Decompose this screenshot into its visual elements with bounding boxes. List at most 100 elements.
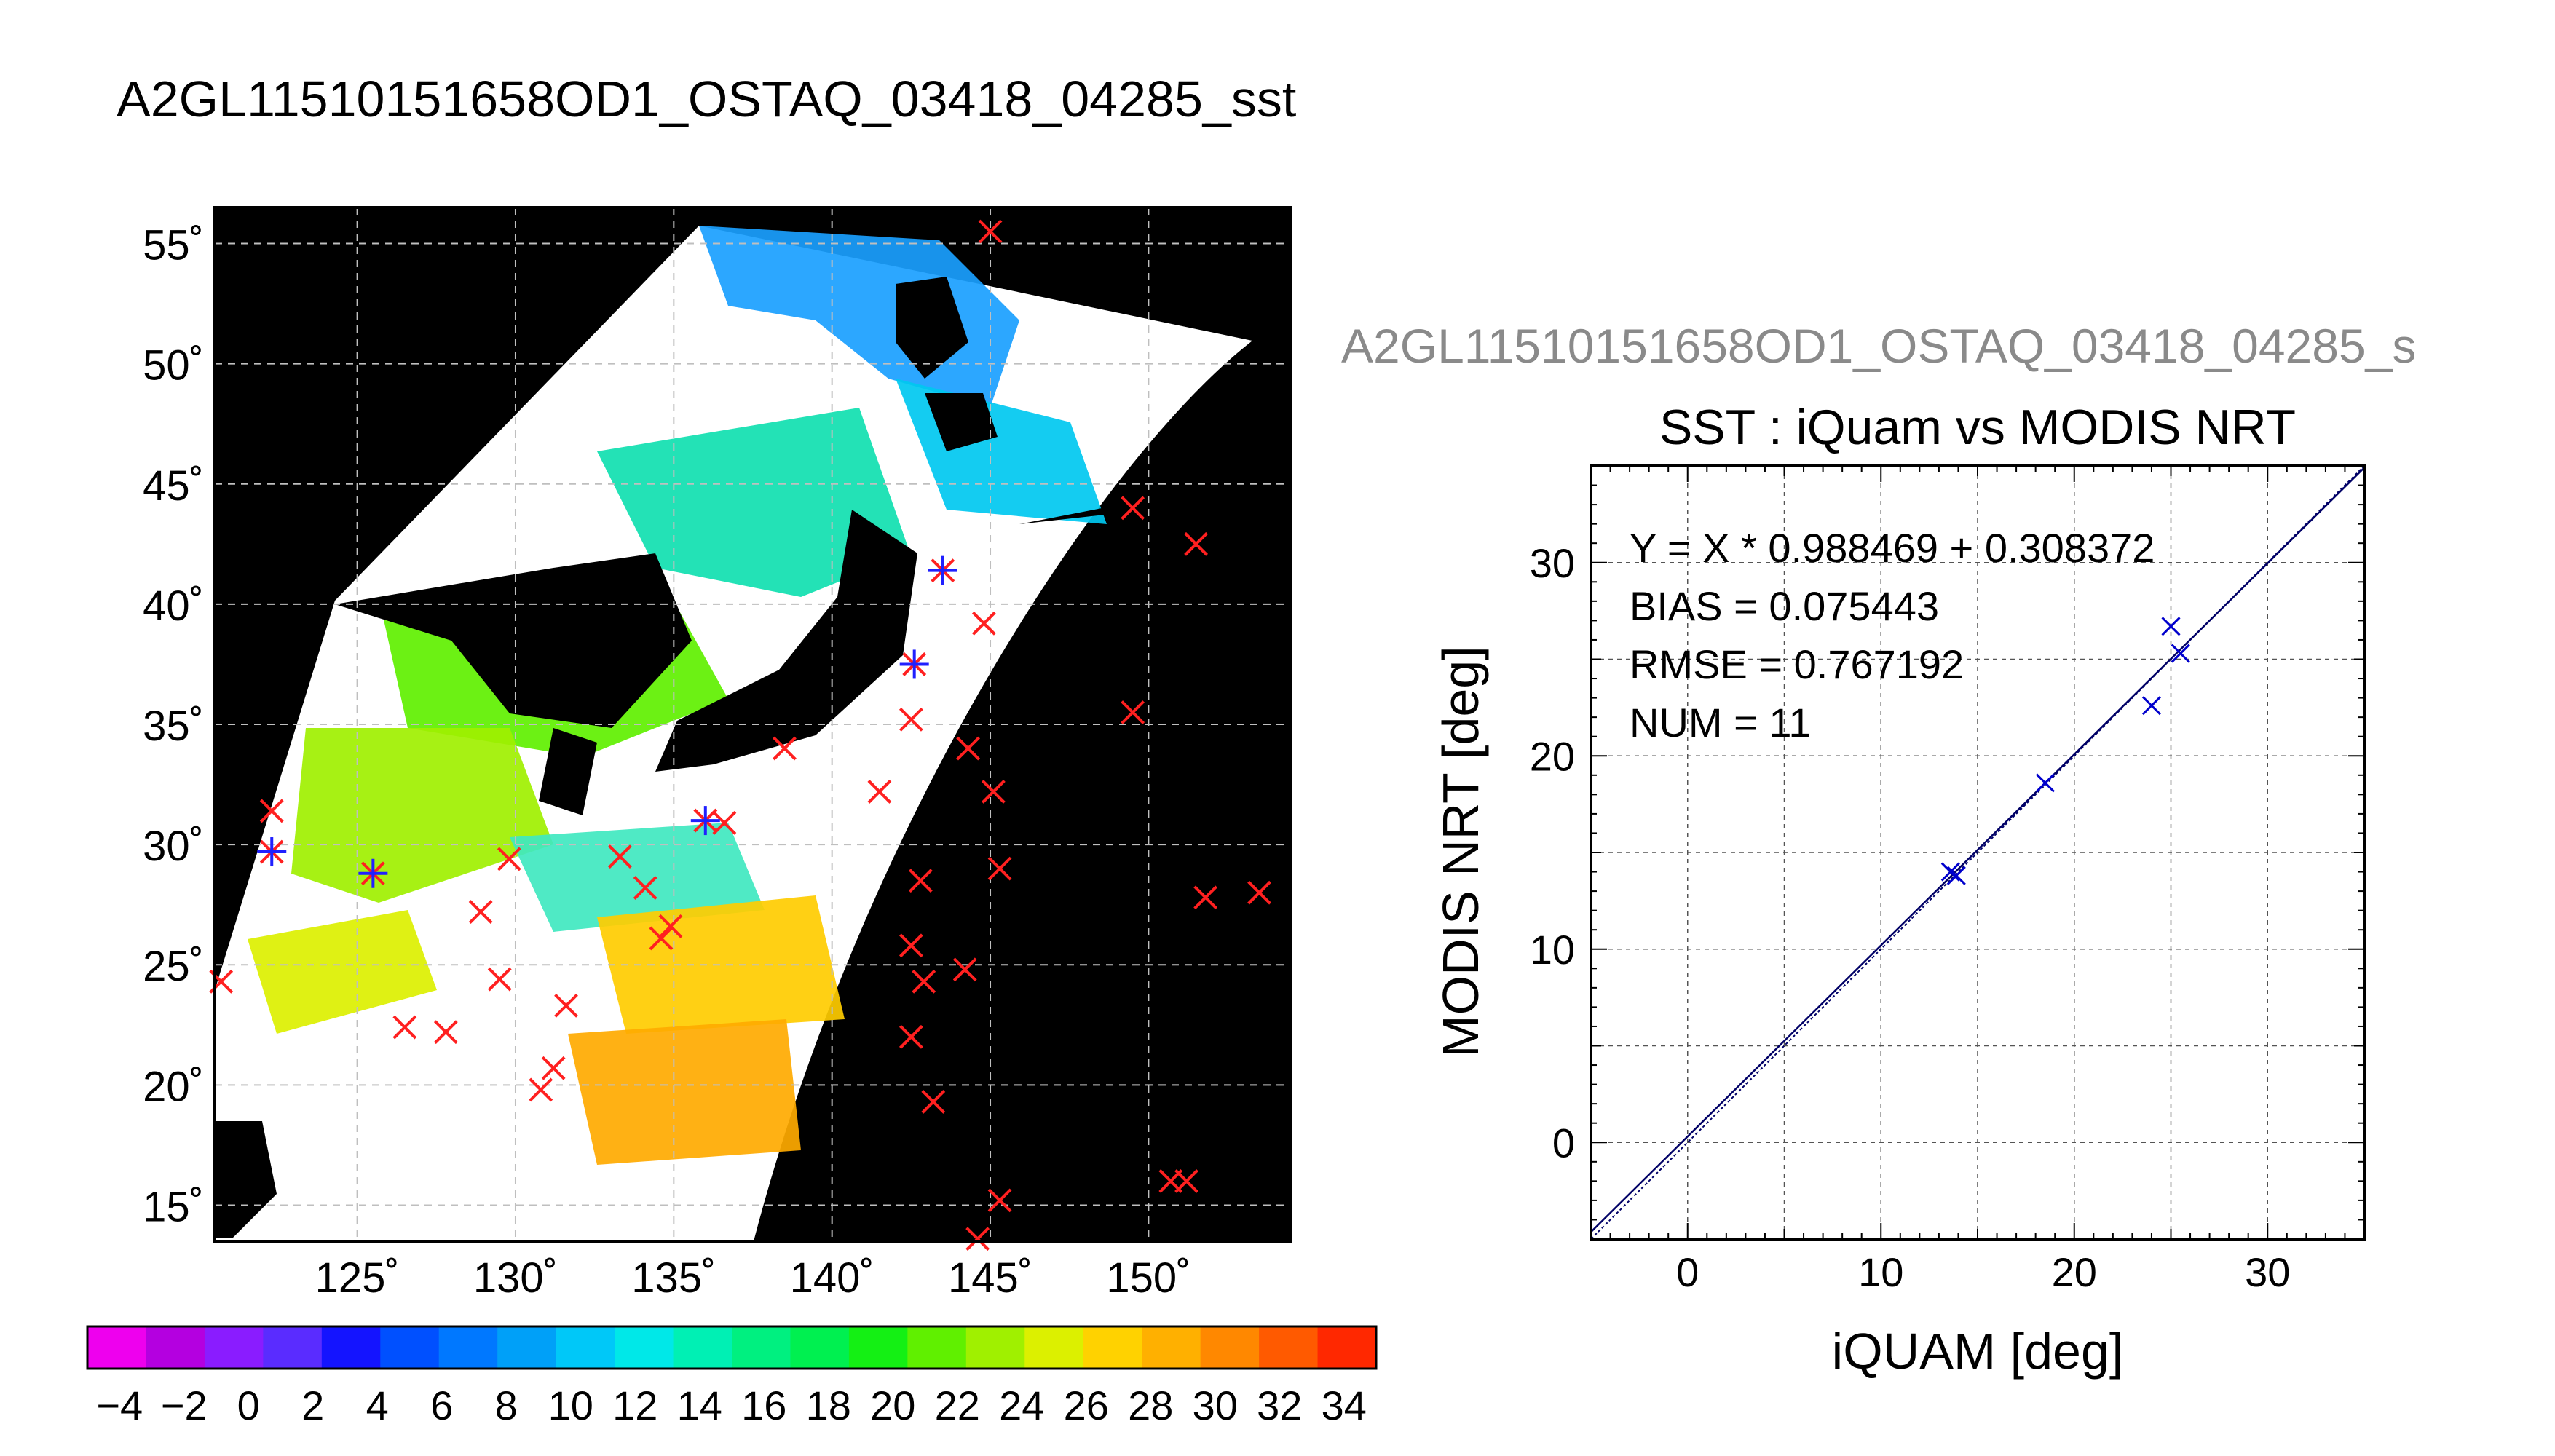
scatter-point <box>2161 617 2181 636</box>
red-x-marker <box>658 914 683 938</box>
red-x-marker <box>497 847 521 871</box>
colorbar-tick-label: 6 <box>430 1382 453 1428</box>
colorbar-tick-label: 24 <box>999 1382 1044 1428</box>
map-swath <box>215 226 1282 1241</box>
latitude-tick-label: 30˚ <box>143 823 204 870</box>
red-x-marker <box>971 611 996 636</box>
main-title: A2GL11510151658OD1_OSTAQ_03418_04285_sst <box>117 71 1296 127</box>
red-x-marker <box>608 844 632 869</box>
colorbar-tick-label: 32 <box>1257 1382 1302 1428</box>
red-x-marker <box>649 926 674 951</box>
red-x-marker <box>487 967 512 992</box>
y-tick-label: 20 <box>1530 733 1575 779</box>
colorbar-tick-label: 0 <box>237 1382 260 1428</box>
x-tick-label: 20 <box>2052 1249 2097 1295</box>
colorbar-segment <box>673 1326 732 1369</box>
colorbar-segment <box>1142 1326 1201 1369</box>
colorbar-segment <box>146 1326 205 1369</box>
red-x-marker <box>1184 531 1209 556</box>
longitude-tick-label: 140˚ <box>790 1254 874 1302</box>
colorbar-segment <box>87 1326 147 1369</box>
red-x-marker <box>899 1024 923 1049</box>
colorbar-tick-label: 20 <box>870 1382 915 1428</box>
regression-line <box>1590 467 2365 1233</box>
blue-star-marker <box>690 806 720 836</box>
colorbar-segment <box>1259 1326 1319 1369</box>
red-x-marker <box>912 969 936 994</box>
red-x-marker <box>987 856 1012 881</box>
scatter-file-title: A2GL11510151658OD1_OSTAQ_03418_04285_s <box>1341 319 2416 373</box>
scatter-point <box>1946 866 1966 885</box>
colorbar-segment <box>321 1326 382 1369</box>
stat-annotation: RMSE = 0.767192 <box>1630 641 1964 687</box>
land-korea-china <box>335 553 692 728</box>
longitude-tick-label: 130˚ <box>473 1254 558 1302</box>
land-philippines <box>215 1121 277 1238</box>
map-frame <box>213 206 1292 1243</box>
colorbar-segment <box>380 1326 440 1369</box>
latitude-tick-label: 25˚ <box>143 943 204 990</box>
red-x-marker <box>1247 880 1271 905</box>
stat-annotation: NUM = 11 <box>1630 700 1811 745</box>
colorbar-tick-label: 8 <box>495 1382 518 1428</box>
red-x-marker <box>1121 496 1145 521</box>
latitude-tick-label: 20˚ <box>143 1063 204 1110</box>
x-tick-label: 10 <box>1858 1249 1903 1295</box>
y-tick-label: 10 <box>1530 927 1575 973</box>
scatter-annotations: Y = X * 0.988469 + 0.308372 BIAS = 0.0754… <box>1630 525 2155 745</box>
land-kyushu <box>539 728 597 815</box>
red-x-marker <box>259 799 284 823</box>
longitude-labels: 125˚ 130˚ 135˚ 140˚ 145˚ 150˚ <box>315 1254 1191 1302</box>
latitude-tick-label: 40˚ <box>143 582 204 630</box>
colorbar-tick-label: 16 <box>741 1382 786 1428</box>
red-x-marker <box>899 933 923 958</box>
red-x-marker <box>554 993 578 1018</box>
colorbar-segment <box>907 1326 967 1369</box>
colorbar-tick-label: 34 <box>1322 1382 1367 1428</box>
colorbar-tick-label: 22 <box>935 1382 980 1428</box>
y-axis-label: MODIS NRT [deg] <box>1432 646 1489 1057</box>
colorbar-segment <box>204 1326 264 1369</box>
ocean-sst-west <box>248 910 437 1034</box>
latitude-tick-label: 35˚ <box>143 703 204 750</box>
x-axis-label: iQUAM [deg] <box>1832 1323 2124 1380</box>
y-tick-label: 0 <box>1552 1120 1575 1166</box>
colorbar-segment <box>790 1326 850 1369</box>
stat-annotation: BIAS = 0.075443 <box>1630 583 1939 629</box>
red-x-marker <box>921 1090 946 1114</box>
red-x-marker <box>529 1077 553 1102</box>
scatter-ticks: 0 10 20 30 0 10 20 30 <box>1530 465 2365 1295</box>
ocean-sst-warm-1 <box>597 895 845 1034</box>
red-x-marker <box>1193 885 1218 910</box>
scatter-title: SST : iQuam vs MODIS NRT <box>1659 400 2296 455</box>
land-kuril <box>1019 473 1282 524</box>
scatter-point <box>2035 773 2055 793</box>
colorbar-tick-label: 4 <box>366 1382 389 1428</box>
longitude-tick-label: 135˚ <box>631 1254 716 1302</box>
colorbar-tick-label: 18 <box>806 1382 851 1428</box>
colorbar-segment <box>1200 1326 1260 1369</box>
red-x-marker <box>978 219 1003 244</box>
red-x-marker <box>867 780 892 804</box>
colorbar-segment <box>263 1326 323 1369</box>
colorbar-segment <box>1317 1326 1377 1369</box>
red-x-marker <box>987 1188 1012 1213</box>
red-x-marker <box>633 876 657 900</box>
sst-map: 55˚ 50˚ 45˚ 40˚ 35˚ 30˚ 25˚ 20˚ 15˚ 125˚ 130˚ 135˚… <box>143 206 1292 1302</box>
latitude-tick-label: 45˚ <box>143 462 204 510</box>
red-x-marker <box>952 957 977 982</box>
colorbar-tick-label: 30 <box>1193 1382 1238 1428</box>
colorbar-segment <box>1083 1326 1143 1369</box>
x-tick-label: 30 <box>2245 1249 2290 1295</box>
scatter-point <box>2141 696 2162 716</box>
land-hokkaido <box>925 393 998 451</box>
longitude-tick-label: 150˚ <box>1106 1254 1190 1302</box>
y-tick-label: 30 <box>1530 540 1575 586</box>
stat-annotation: Y = X * 0.988469 + 0.308372 <box>1630 525 2155 571</box>
colorbar-segment <box>556 1326 616 1369</box>
red-x-marker <box>433 1020 458 1045</box>
scatter-points <box>1940 617 2190 885</box>
colorbar-tick-label: 26 <box>1064 1382 1109 1428</box>
colorbar-segment <box>438 1326 499 1369</box>
